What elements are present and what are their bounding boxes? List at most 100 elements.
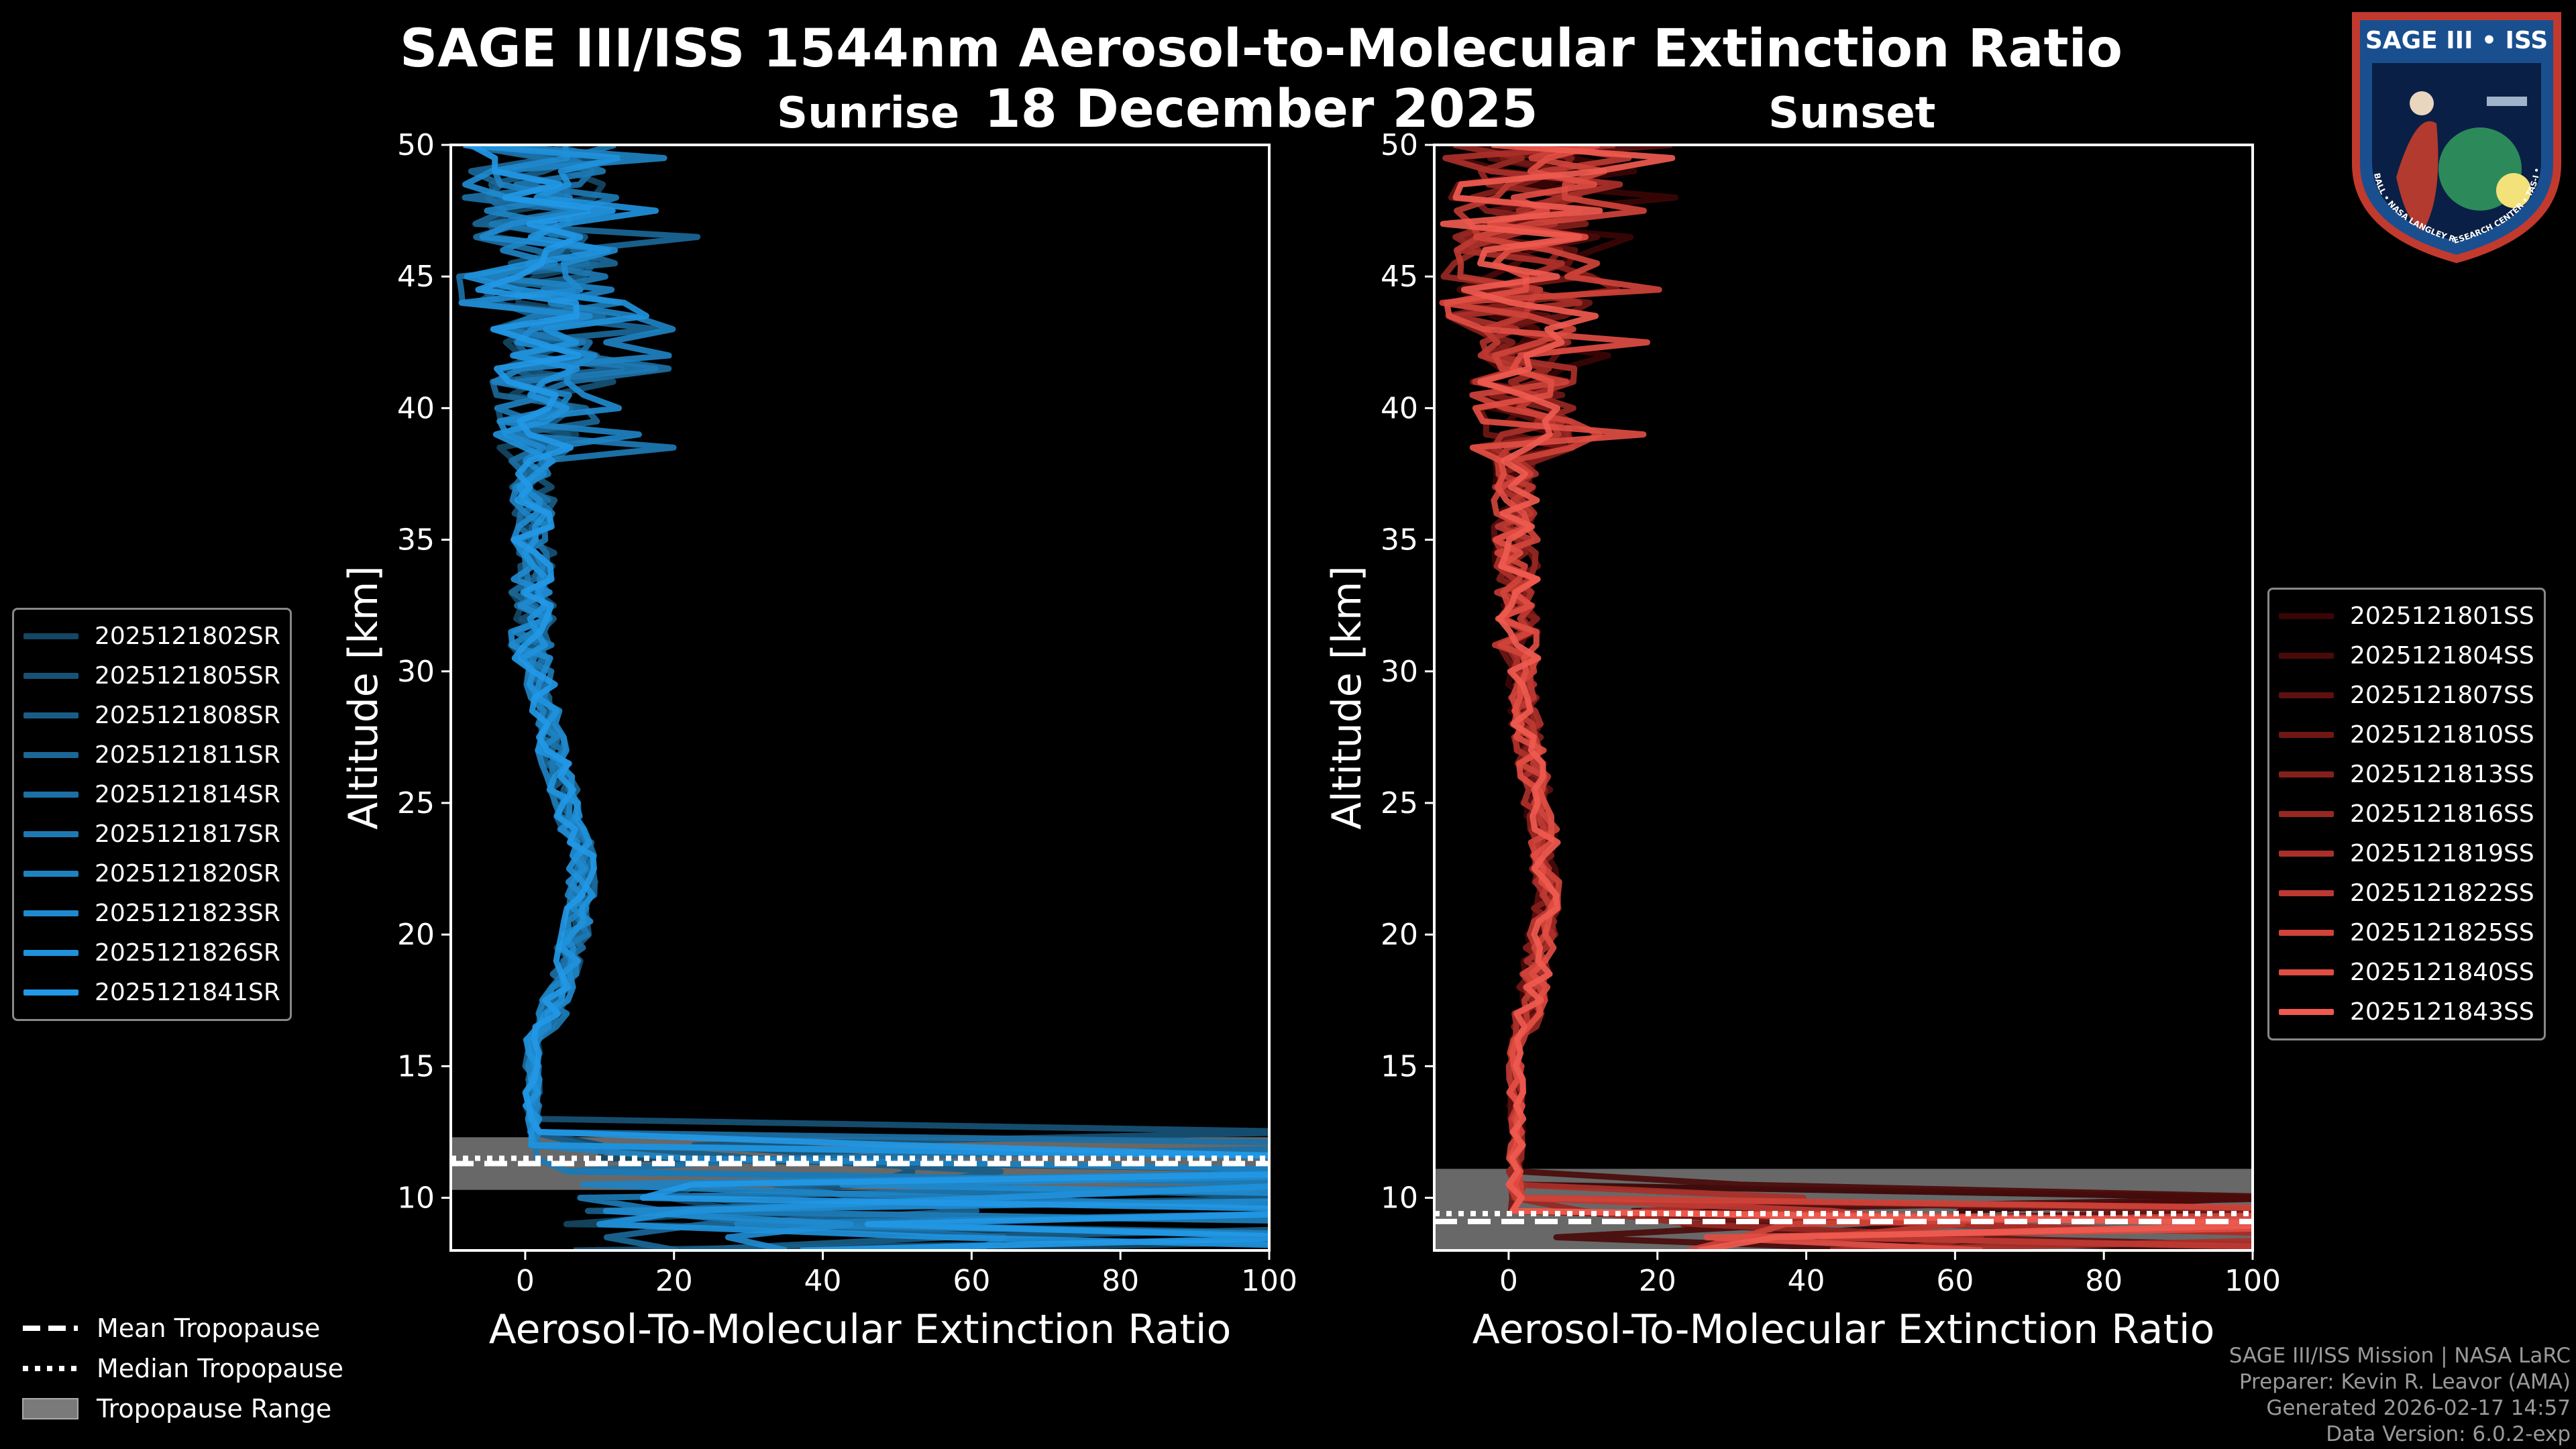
y-tick-label: 45 xyxy=(1381,260,1418,294)
sunset-panel-title: Sunset xyxy=(1768,89,1936,138)
legend-label: 2025121816SS xyxy=(2350,800,2534,828)
legend-label: 2025121804SS xyxy=(2350,642,2534,669)
legend-swatch xyxy=(2279,732,2334,738)
legend-label: 2025121819SS xyxy=(2350,840,2534,867)
credits: SAGE III/ISS Mission | NASA LaRC Prepare… xyxy=(2229,1343,2571,1448)
legend-item-2025121805SR: 2025121805SR xyxy=(23,656,280,696)
legend-label: 2025121810SS xyxy=(2350,721,2534,749)
legend-swatch xyxy=(23,989,78,996)
legend-swatch xyxy=(2279,771,2334,777)
legend-label: 2025121825SS xyxy=(2350,919,2534,947)
x-tick-label: 80 xyxy=(1102,1264,1139,1298)
plot-frame xyxy=(1433,144,2254,1252)
legend-swatch xyxy=(2279,930,2334,936)
legend-item-2025121817SR: 2025121817SR xyxy=(23,814,280,854)
y-tick-label: 30 xyxy=(1381,655,1418,689)
credit-line: Preparer: Kevin R. Leavor (AMA) xyxy=(2239,1370,2571,1394)
legend-item-2025121825SS: 2025121825SS xyxy=(2279,913,2534,953)
dashed-line-icon xyxy=(23,1326,78,1331)
legend-swatch xyxy=(2279,692,2334,698)
y-tick-label: 40 xyxy=(1381,391,1418,425)
y-tick-label: 35 xyxy=(1381,523,1418,557)
legend-label: 2025121801SS xyxy=(2350,602,2534,630)
legend-label: 2025121840SS xyxy=(2350,959,2534,986)
tropopause-legend-median: Median Tropopause xyxy=(20,1348,343,1389)
legend-label: 2025121808SR xyxy=(95,702,280,729)
y-tick-label: 15 xyxy=(1381,1049,1418,1083)
legend-swatch xyxy=(2279,969,2334,975)
y-tick-label: 25 xyxy=(1381,786,1418,820)
sunrise-panel: 0 20 40 60 80 100 10 15 20 25 30 35 40 45 50 Aerosol-To… xyxy=(340,128,1297,1353)
y-tick-label: 15 xyxy=(397,1049,435,1083)
tropopause-legend-mean: Mean Tropopause xyxy=(20,1308,343,1348)
credit-line: SAGE III/ISS Mission | NASA LaRC xyxy=(2229,1344,2571,1368)
profile-line-2025121825SS xyxy=(1439,145,2253,1250)
legend-label: 2025121826SR xyxy=(95,939,280,967)
x-tick-label: 40 xyxy=(804,1264,842,1298)
dotted-line-icon xyxy=(23,1366,78,1371)
legend-label: 2025121817SR xyxy=(95,820,280,848)
legend-item-2025121810SS: 2025121810SS xyxy=(2279,715,2534,755)
y-axis-label: Altitude [km] xyxy=(1324,566,1371,830)
x-tick-label: 40 xyxy=(1788,1264,1825,1298)
plot-area xyxy=(451,145,1269,1250)
profile-line-2025121841SR xyxy=(469,145,1269,1250)
legend-label: 2025121802SR xyxy=(95,623,280,650)
chart-title: SAGE III/ISS 1544nm Aerosol-to-Molecular… xyxy=(400,19,2123,79)
y-tick-label: 30 xyxy=(397,655,435,689)
legend-swatch xyxy=(23,792,78,798)
legend-item-2025121811SR: 2025121811SR xyxy=(23,735,280,775)
legend-item-2025121841SR: 2025121841SR xyxy=(23,973,280,1012)
legend-swatch xyxy=(23,633,78,639)
x-axis-label: Aerosol-To-Molecular Extinction Ratio xyxy=(489,1306,1232,1353)
x-tick-label: 80 xyxy=(2085,1264,2123,1298)
profile-line-2025121820SR xyxy=(482,145,1269,1237)
x-tick-label: 100 xyxy=(2224,1264,2281,1298)
credit-line: Generated 2026-02-17 14:57 xyxy=(2266,1396,2571,1420)
mean-tropopause-label: Mean Tropopause xyxy=(97,1313,321,1343)
legend-swatch xyxy=(2279,851,2334,857)
credit-line: Data Version: 6.0.2-exp xyxy=(2326,1422,2571,1446)
x-tick-label: 60 xyxy=(1936,1264,1974,1298)
legend-swatch xyxy=(23,752,78,758)
legend-item-2025121814SR: 2025121814SR xyxy=(23,775,280,814)
legend-label: 2025121820SR xyxy=(95,860,280,888)
sunrise-panel-title: Sunrise xyxy=(777,89,960,138)
legend-label: 2025121807SS xyxy=(2350,682,2534,709)
sunset-panel: 0 20 40 60 80 100 10 15 20 25 30 35 40 45 50 Aerosol-To… xyxy=(1324,128,2281,1353)
x-tick-label: 20 xyxy=(655,1264,693,1298)
gray-box-icon xyxy=(22,1398,78,1419)
y-tick-label: 45 xyxy=(397,260,435,294)
legend-item-2025121802SR: 2025121802SR xyxy=(23,616,280,656)
legend-swatch xyxy=(2279,613,2334,619)
legend-item-2025121840SS: 2025121840SS xyxy=(2279,953,2534,992)
legend-label: 2025121814SR xyxy=(95,781,280,808)
tropopause-legend-range: Tropopause Range xyxy=(20,1389,343,1429)
legend-label: 2025121843SS xyxy=(2350,998,2534,1026)
x-tick-label: 0 xyxy=(516,1264,535,1298)
logo-text: SAGE III • ISS xyxy=(2365,27,2548,54)
y-tick-label: 20 xyxy=(1381,918,1418,952)
legend-item-2025121801SS: 2025121801SS xyxy=(2279,596,2534,636)
legend-item-2025121816SS: 2025121816SS xyxy=(2279,794,2534,834)
x-tick-label: 20 xyxy=(1639,1264,1676,1298)
legend-swatch xyxy=(23,910,78,916)
legend-label: 2025121823SR xyxy=(95,900,280,927)
legend-item-2025121804SS: 2025121804SS xyxy=(2279,636,2534,676)
legend-item-2025121813SS: 2025121813SS xyxy=(2279,755,2534,794)
legend-item-2025121808SR: 2025121808SR xyxy=(23,696,280,735)
legend-swatch xyxy=(23,673,78,679)
y-axis-label: Altitude [km] xyxy=(340,566,387,830)
legend-item-2025121807SS: 2025121807SS xyxy=(2279,676,2534,715)
plot-area xyxy=(1434,145,2253,1250)
y-tick-label: 10 xyxy=(397,1181,435,1216)
x-tick-label: 0 xyxy=(1499,1264,1518,1298)
sunset-legend: 2025121801SS 2025121804SS 2025121807SS 2025… xyxy=(2267,588,2546,1040)
legend-label: 2025121822SS xyxy=(2350,879,2534,907)
chart-date: 18 December 2025 xyxy=(984,79,1538,140)
legend-item-2025121843SS: 2025121843SS xyxy=(2279,992,2534,1032)
x-axis-label: Aerosol-To-Molecular Extinction Ratio xyxy=(1472,1306,2215,1353)
y-tick-label: 35 xyxy=(397,523,435,557)
profile-line-2025121843SS xyxy=(1440,145,2253,1250)
